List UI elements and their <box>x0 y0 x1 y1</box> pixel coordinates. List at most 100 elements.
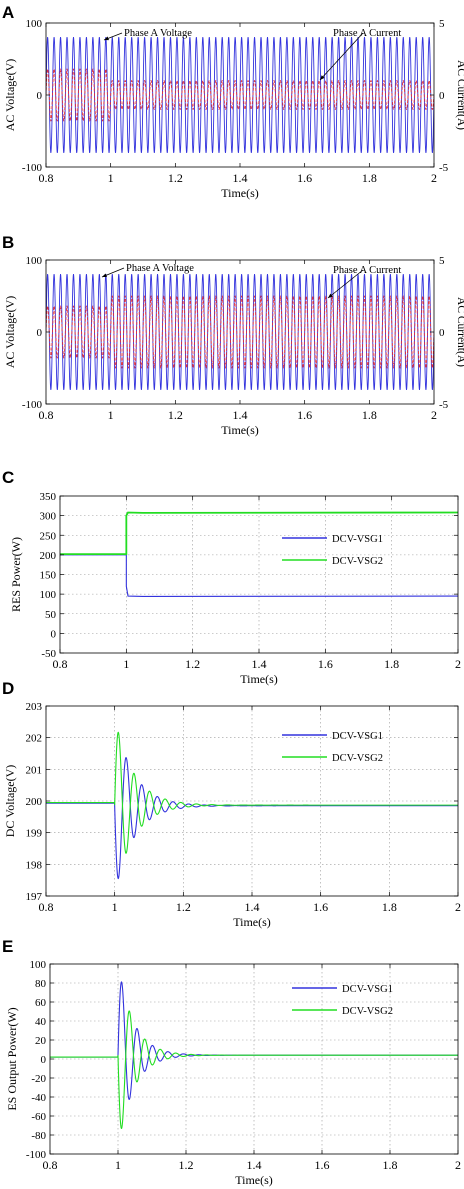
y-right-tick-label: -5 <box>439 162 449 174</box>
y-tick-label: 50 <box>45 609 57 621</box>
legend-label-dcv-vsg1: DCV-VSG1 <box>342 984 393 995</box>
x-tick-label: 1.2 <box>168 408 183 422</box>
y-tick-label: 40 <box>35 1016 47 1028</box>
x-axis-label: Time(s) <box>235 1173 273 1187</box>
chart-panel-d: D 0.8 1 1.2 1.4 1.6 1.8 2 197 198 199 200 201 202 203 T… <box>2 679 461 929</box>
x-tick-label: 0.8 <box>43 1158 58 1172</box>
chart-panel-a: A 0.8 1 1.2 1.4 1.6 1.8 2 -100 0 100 -5 0 5 AC Current… <box>2 3 464 200</box>
x-axis-label: Time(s) <box>221 186 259 200</box>
x-tick-label: 2 <box>455 657 461 671</box>
annotation: Phase A Voltage <box>101 263 194 278</box>
y-right-tick-label: 5 <box>439 18 445 30</box>
y-tick-label: 199 <box>26 828 43 840</box>
y-axis-label: AC Voltage(V) <box>3 296 17 369</box>
series-group <box>46 274 434 390</box>
panel-label: D <box>2 679 14 698</box>
annotation-label: Phase A Voltage <box>126 263 194 274</box>
y-tick-label: 0 <box>37 90 43 102</box>
annotation-label: Phase A Current <box>333 28 401 39</box>
series-group <box>50 981 458 1130</box>
y-tick-label: 197 <box>26 891 43 903</box>
panel-label: C <box>2 468 14 487</box>
y-tick-label: 250 <box>40 530 57 542</box>
y-tick-label: 203 <box>26 701 43 713</box>
annotation: Phase A Current <box>319 28 401 81</box>
x-tick-label: 0.8 <box>39 900 54 914</box>
y-tick-label: -100 <box>22 162 43 174</box>
y-tick-label: 350 <box>40 491 57 503</box>
y-axis-label: RES Power(W) <box>9 537 23 612</box>
legend-label-dcv-vsg1: DCV-VSG1 <box>332 731 383 742</box>
y-tick-label: 100 <box>30 959 47 971</box>
x-tick-label: 1.6 <box>297 408 312 422</box>
x-tick-label: 0.8 <box>53 657 68 671</box>
legend: DCV-VSG1 DCV-VSG2 <box>282 731 383 764</box>
chart-panel-e: E 0.8 1 1.2 1.4 1.6 1.8 2 -100 -80 -60 -40 -20 0 20 40 6… <box>2 937 461 1187</box>
series-group <box>46 731 458 880</box>
y-tick-label: -60 <box>31 1111 46 1123</box>
x-tick-label: 1 <box>108 171 114 185</box>
y-axis-label: AC Voltage(V) <box>3 59 17 132</box>
x-tick-label: 1.8 <box>362 408 377 422</box>
x-tick-label: 1.4 <box>252 657 267 671</box>
y-axis-label-right: AC Current(A) <box>455 60 464 130</box>
panel-label: E <box>2 937 13 956</box>
annotation: Phase A Current <box>327 265 401 299</box>
y-tick-label: 100 <box>26 18 43 30</box>
x-tick-label: 1.8 <box>383 1158 398 1172</box>
x-tick-label: 1.2 <box>176 900 191 914</box>
y-tick-label: 60 <box>35 997 47 1009</box>
annotation: Phase A Voltage <box>103 28 192 41</box>
y-right-tick-label: 0 <box>439 90 445 102</box>
y-tick-label: -100 <box>26 1149 47 1161</box>
annotation-arrow-head <box>328 293 333 298</box>
y-right-tick-label: 5 <box>439 255 445 267</box>
x-tick-label: 0.8 <box>39 171 54 185</box>
x-tick-label: 1 <box>108 408 114 422</box>
legend-label-dcv-vsg2: DCV-VSG2 <box>332 556 383 567</box>
y-tick-label: -80 <box>31 1130 46 1142</box>
x-axis-label: Time(s) <box>233 915 271 929</box>
x-tick-label: 1 <box>112 900 118 914</box>
x-tick-label: 1.2 <box>179 1158 194 1172</box>
legend: DCV-VSG1 DCV-VSG2 <box>282 534 383 567</box>
panel-label: B <box>2 233 14 252</box>
x-axis-label: Time(s) <box>221 423 259 437</box>
y-axis-label: DC Voltage(V) <box>3 765 17 838</box>
y-tick-label: -40 <box>31 1092 46 1104</box>
chart-panel-c: C 0.8 1 1.2 1.4 1.6 1.8 2 -50 0 50 100 150 200 250 300 3… <box>2 468 461 686</box>
y-axis-label-right: AC Current(A) <box>455 297 464 367</box>
y-tick-label: 300 <box>40 511 57 523</box>
x-tick-label: 1 <box>123 657 129 671</box>
grid <box>50 964 458 1154</box>
x-tick-label: 1.4 <box>233 171 248 185</box>
y-tick-label: 0 <box>37 327 43 339</box>
y-axis-label: ES Output Power(W) <box>5 1007 19 1110</box>
annotation-arrow-line <box>319 32 364 81</box>
series-group <box>60 511 458 598</box>
x-tick-label: 1.2 <box>168 171 183 185</box>
x-axis-label: Time(s) <box>240 672 278 686</box>
y-tick-label: -100 <box>22 399 43 411</box>
x-tick-label: 2 <box>455 1158 461 1172</box>
y-tick-label: 200 <box>26 796 43 808</box>
annotation-label: Phase A Voltage <box>124 28 192 39</box>
y-right-tick-label: -5 <box>439 399 449 411</box>
legend-label-dcv-vsg1: DCV-VSG1 <box>332 534 383 545</box>
legend-label-dcv-vsg2: DCV-VSG2 <box>342 1006 393 1017</box>
y-tick-label: -50 <box>41 648 56 660</box>
x-tick-label: 1.2 <box>185 657 200 671</box>
x-tick-label: 1.4 <box>245 900 260 914</box>
x-tick-label: 0.8 <box>39 408 54 422</box>
annotation-arrow-line <box>327 269 364 299</box>
x-tick-label: 1.8 <box>384 657 399 671</box>
annotation-arrow-head <box>320 75 325 80</box>
x-tick-label: 1 <box>115 1158 121 1172</box>
x-tick-label: 1.6 <box>315 1158 330 1172</box>
y-tick-label: 202 <box>26 733 43 745</box>
y-tick-label: 201 <box>26 764 43 776</box>
x-tick-label: 2 <box>455 900 461 914</box>
y-tick-label: 100 <box>40 589 57 601</box>
y-tick-label: 150 <box>40 570 57 582</box>
